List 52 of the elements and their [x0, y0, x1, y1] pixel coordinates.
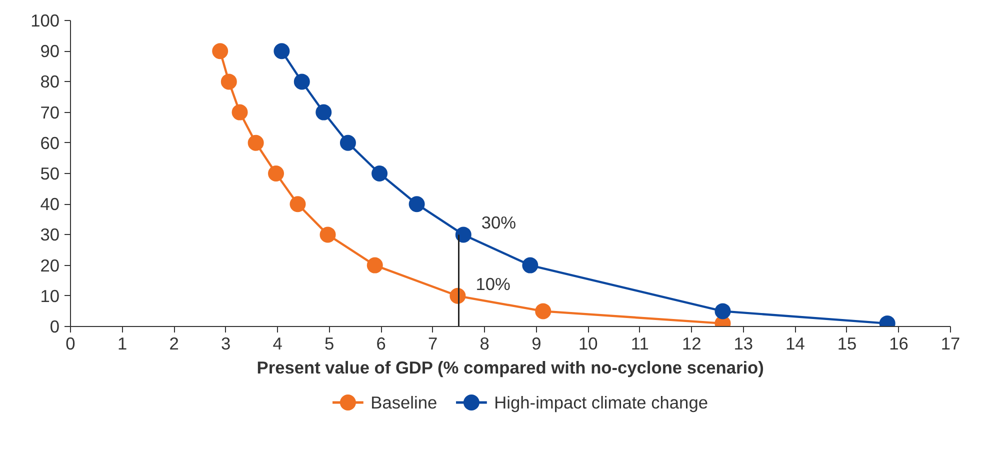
x-tick-label: 10 — [578, 334, 598, 354]
point — [522, 257, 538, 274]
legend-label: High-impact climate change — [494, 392, 708, 412]
x-tick-label: 14 — [786, 334, 806, 354]
y-tick-label: 50 — [40, 164, 60, 184]
x-tick-label: 16 — [889, 334, 908, 354]
point — [714, 303, 731, 320]
x-axis-title: Present value of GDP (% compared with no-cyclone scenario) — [256, 358, 764, 378]
point — [248, 134, 264, 151]
y-tick-label: 40 — [40, 194, 60, 214]
point — [268, 166, 284, 182]
y-tick-label: 80 — [40, 72, 60, 92]
x-tick-label: 3 — [220, 334, 231, 354]
point — [294, 74, 310, 90]
y-tick-label: 90 — [40, 41, 60, 62]
annotation: 30% — [481, 212, 516, 233]
y-tick-label: 20 — [40, 255, 60, 276]
x-tick-label: 7 — [428, 334, 438, 354]
point — [320, 226, 336, 243]
point — [340, 134, 356, 151]
x-tick-label: 12 — [682, 334, 702, 354]
y-tick-label: 10 — [40, 286, 60, 306]
x-tick-label: 9 — [532, 334, 542, 354]
point — [316, 104, 332, 120]
point — [535, 303, 552, 320]
y-tick-label: 30 — [40, 224, 60, 245]
x-tick-label: 0 — [66, 334, 76, 354]
x-tick-label: 4 — [272, 334, 283, 354]
point — [455, 226, 472, 243]
point — [290, 196, 306, 212]
legend-label: Baseline — [370, 392, 438, 412]
x-tick-label: 6 — [376, 334, 386, 354]
y-tick-label: 0 — [50, 316, 60, 336]
point — [220, 74, 237, 90]
point — [366, 257, 383, 274]
point — [408, 196, 425, 212]
y-tick-label: 70 — [40, 102, 60, 122]
x-tick-label: 11 — [630, 334, 649, 354]
x-tick-label: 15 — [837, 334, 857, 354]
x-tick-label: 1 — [117, 334, 128, 354]
x-tick-label: 5 — [324, 334, 334, 354]
y-tick-label: 60 — [40, 132, 60, 153]
x-tick-label: 17 — [940, 334, 960, 354]
x-tick-label: 13 — [734, 334, 754, 354]
x-tick-label: 2 — [169, 334, 179, 354]
point — [232, 104, 248, 120]
point — [274, 43, 290, 60]
y-tick-label: 100 — [30, 10, 60, 30]
point — [372, 166, 388, 182]
point — [212, 43, 228, 60]
annotation: 10% — [476, 274, 510, 294]
x-tick-label: 8 — [480, 334, 490, 354]
